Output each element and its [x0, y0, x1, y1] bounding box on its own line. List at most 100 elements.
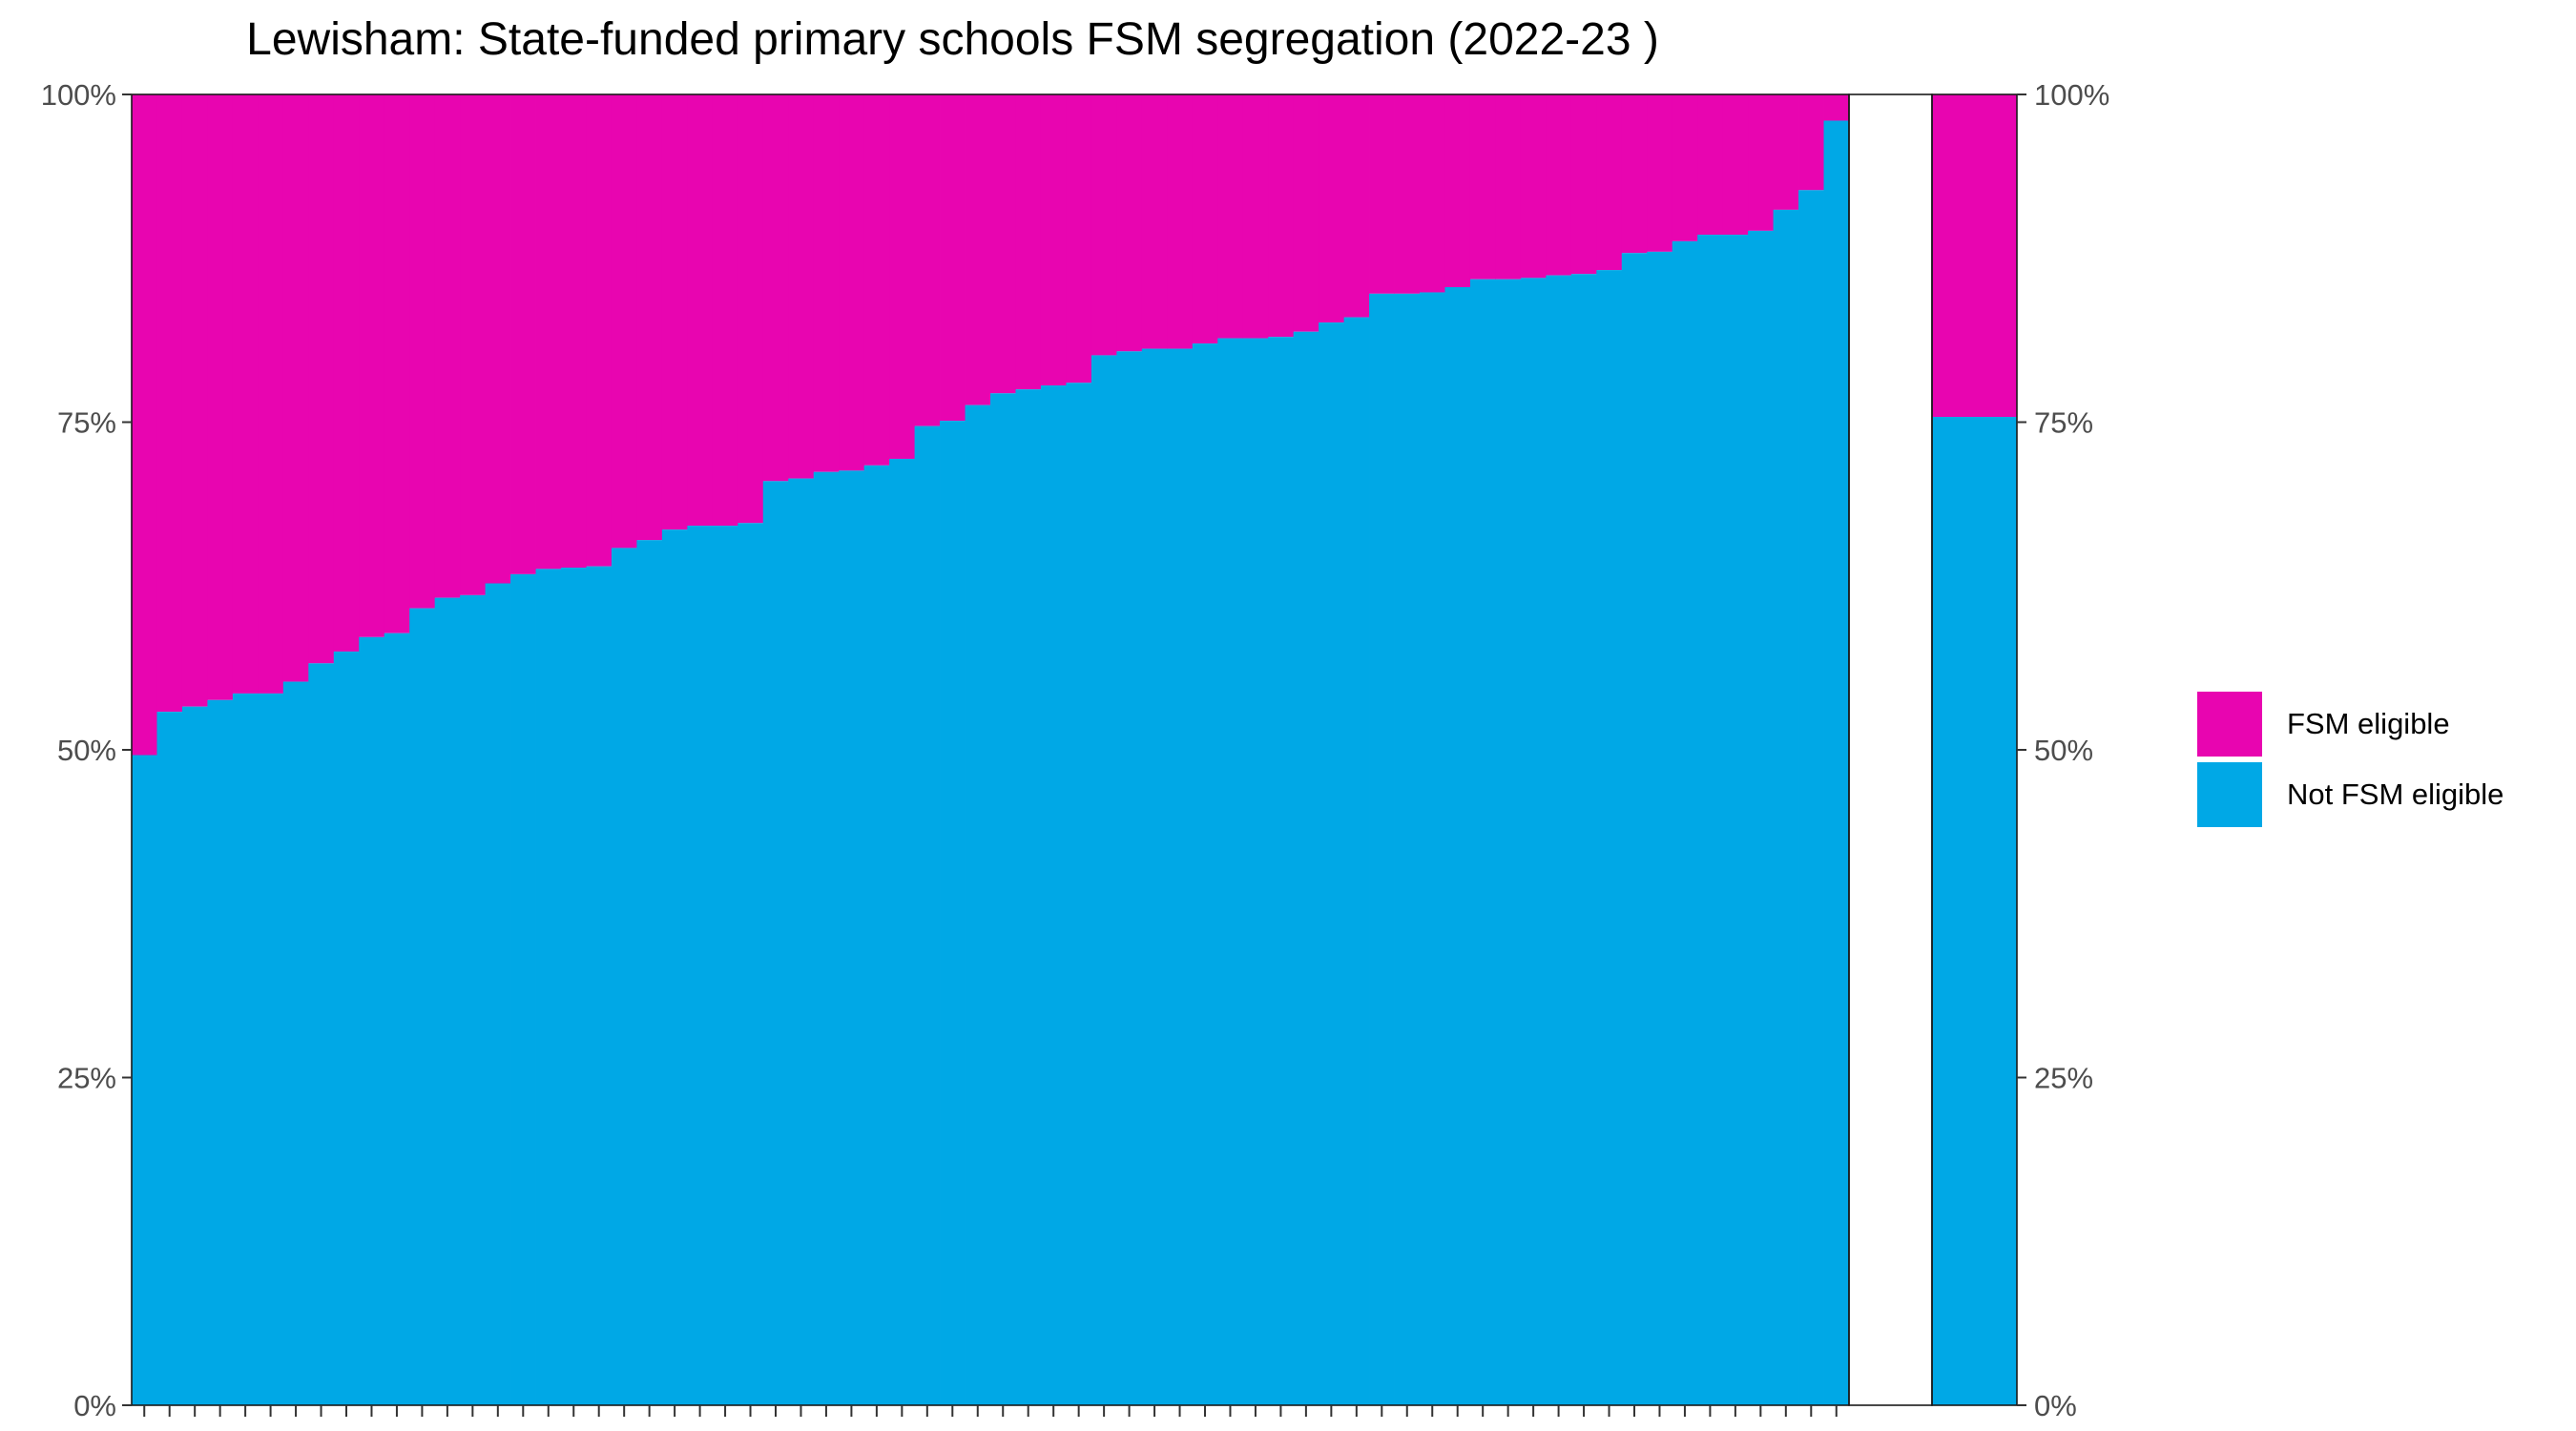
bar-fsm-eligible: [1495, 94, 1522, 280]
bar-fsm-eligible: [965, 94, 991, 405]
bar-not-fsm-eligible: [990, 393, 1016, 1406]
bar-not-fsm-eligible: [1040, 385, 1067, 1405]
legend-item-not-fsm-eligible: Not FSM eligible: [2197, 759, 2503, 830]
bar-not-fsm-eligible: [661, 529, 688, 1405]
bar-fsm-eligible: [661, 94, 688, 530]
bar-not-fsm-eligible: [586, 566, 613, 1405]
bar-not-fsm-eligible: [889, 458, 915, 1405]
bar-not-fsm-eligible: [1066, 383, 1092, 1405]
bar-fsm-eligible: [1697, 94, 1724, 236]
bar-not-fsm-eligible: [839, 470, 865, 1405]
bar-not-fsm-eligible: [1546, 275, 1572, 1405]
bar-fsm-eligible: [839, 94, 865, 471]
bar-fsm-eligible: [1722, 94, 1749, 236]
bar-not-fsm-eligible: [535, 569, 562, 1405]
bar-fsm-eligible: [282, 94, 309, 682]
bar-fsm-eligible: [813, 94, 840, 472]
bar-fsm-eligible: [1520, 94, 1547, 279]
bar-not-fsm-eligible: [460, 594, 486, 1405]
bar-fsm-eligible: [1293, 94, 1319, 332]
bar-fsm-eligible: [1116, 94, 1143, 352]
bar-not-fsm-eligible: [1722, 235, 1749, 1405]
bar-fsm-eligible: [308, 94, 335, 664]
bar-fsm-eligible: [1242, 94, 1269, 339]
bar-not-fsm-eligible: [1116, 351, 1143, 1406]
bar-fsm-eligible: [1672, 94, 1698, 241]
bar-fsm-eligible: [1546, 94, 1572, 276]
bar-fsm-eligible: [1647, 94, 1673, 252]
bar-not-fsm-eligible: [282, 681, 309, 1405]
bar-not-fsm-eligible: [156, 712, 183, 1405]
bar-not-fsm-eligible: [308, 663, 335, 1405]
overall-bar-fsm-eligible: [1932, 94, 2017, 418]
bar-not-fsm-eligible: [965, 404, 991, 1406]
bar-not-fsm-eligible: [1242, 338, 1269, 1406]
bar-not-fsm-eligible: [940, 421, 966, 1406]
bar-fsm-eligible: [1420, 94, 1445, 293]
bar-fsm-eligible: [1596, 94, 1623, 271]
legend-label-fsm-eligible: FSM eligible: [2287, 707, 2450, 740]
bar-not-fsm-eligible: [813, 471, 840, 1405]
bar-not-fsm-eligible: [207, 699, 234, 1405]
bar-fsm-eligible: [1192, 94, 1218, 344]
bar-not-fsm-eligible: [333, 651, 360, 1405]
bar-not-fsm-eligible: [1268, 337, 1295, 1406]
y-tick-label-right: 50%: [2034, 734, 2093, 767]
bar-fsm-eligible: [1015, 94, 1042, 390]
bar-fsm-eligible: [1091, 94, 1117, 356]
overall-bar-not-fsm-eligible: [1932, 417, 2017, 1405]
bar-not-fsm-eligible: [1420, 292, 1445, 1405]
bar-not-fsm-eligible: [485, 583, 511, 1405]
bar-not-fsm-eligible: [611, 548, 637, 1405]
bar-fsm-eligible: [990, 94, 1016, 394]
bar-fsm-eligible: [409, 94, 436, 609]
overall-bar: [1932, 94, 2017, 1405]
bar-fsm-eligible: [460, 94, 486, 595]
bar-fsm-eligible: [737, 94, 764, 524]
bar-not-fsm-eligible: [636, 540, 663, 1405]
axes: 0% 0% 25% 25% 50% 50% 75% 75% 100% 100%: [41, 78, 2110, 1422]
bar-not-fsm-eligible: [1647, 251, 1673, 1405]
bar-fsm-eligible: [561, 94, 587, 569]
bar-fsm-eligible: [1773, 94, 1799, 210]
bar-not-fsm-eligible: [384, 633, 410, 1405]
bar-not-fsm-eligible: [1596, 270, 1623, 1406]
bar-not-fsm-eligible: [1167, 348, 1194, 1405]
bar-fsm-eligible: [1040, 94, 1067, 386]
bar-fsm-eligible: [333, 94, 360, 652]
bar-fsm-eligible: [863, 94, 890, 466]
bar-not-fsm-eligible: [1773, 209, 1799, 1406]
bar-fsm-eligible: [1621, 94, 1648, 254]
bar-fsm-eligible: [611, 94, 637, 549]
bar-not-fsm-eligible: [687, 526, 714, 1405]
legend-label-not-fsm-eligible: Not FSM eligible: [2287, 778, 2504, 811]
bar-fsm-eligible: [1570, 94, 1597, 275]
bar-fsm-eligible: [232, 94, 259, 694]
bar-fsm-eligible: [1798, 94, 1824, 191]
bar-not-fsm-eligible: [1319, 322, 1344, 1406]
bar-fsm-eligible: [156, 94, 183, 713]
bar-fsm-eligible: [889, 94, 915, 459]
bar-fsm-eligible: [687, 94, 714, 527]
bar-fsm-eligible: [434, 94, 461, 598]
bar-not-fsm-eligible: [359, 636, 385, 1405]
bar-not-fsm-eligible: [1394, 293, 1421, 1405]
bar-not-fsm-eligible: [788, 478, 815, 1405]
bar-fsm-eligible: [1066, 94, 1092, 384]
y-tick-label-left: 25%: [57, 1062, 116, 1095]
y-tick-label-right: 25%: [2034, 1062, 2093, 1095]
school-bars: [132, 94, 1850, 1406]
legend: FSM eligible Not FSM eligible: [2197, 689, 2503, 830]
bar-not-fsm-eligible: [1091, 355, 1117, 1405]
bar-fsm-eligible: [1141, 94, 1168, 349]
bar-not-fsm-eligible: [762, 481, 789, 1406]
bar-fsm-eligible: [1823, 94, 1850, 121]
bar-fsm-eligible: [359, 94, 385, 637]
bar-not-fsm-eligible: [434, 597, 461, 1405]
bar-fsm-eligible: [1217, 94, 1244, 339]
y-tick-label-left: 100%: [41, 78, 116, 112]
bar-fsm-eligible: [1369, 94, 1395, 294]
legend-key-fsm-eligible: [2197, 692, 2262, 757]
bar-not-fsm-eligible: [1495, 279, 1522, 1405]
bar-not-fsm-eligible: [1141, 348, 1168, 1405]
